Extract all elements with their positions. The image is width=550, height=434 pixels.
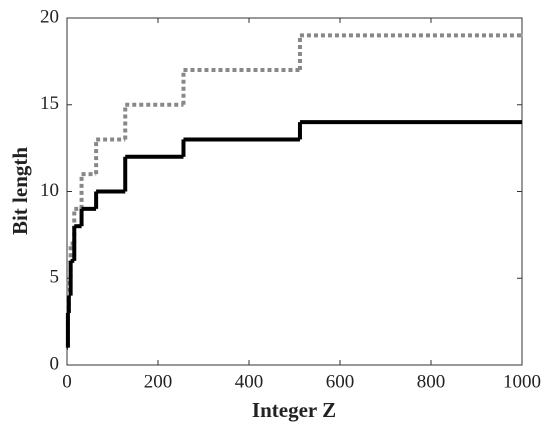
- plot-frame: [66, 17, 523, 366]
- x-tick-label: 800: [417, 371, 446, 392]
- x-tick-label: 200: [144, 371, 173, 392]
- y-axis-label: Bit length: [8, 147, 32, 235]
- x-tick-label: 400: [235, 371, 264, 392]
- x-tick-label: 0: [62, 371, 72, 392]
- y-tick-label: 5: [50, 267, 60, 288]
- y-tick-label: 0: [50, 353, 60, 374]
- y-tick-label: 15: [40, 93, 59, 114]
- y-tick-label: 10: [40, 180, 59, 201]
- y-tick-label: 20: [40, 6, 59, 27]
- x-tick-label: 600: [326, 371, 355, 392]
- x-tick-label: 1000: [503, 371, 541, 392]
- x-axis-label: Integer Z: [252, 398, 336, 422]
